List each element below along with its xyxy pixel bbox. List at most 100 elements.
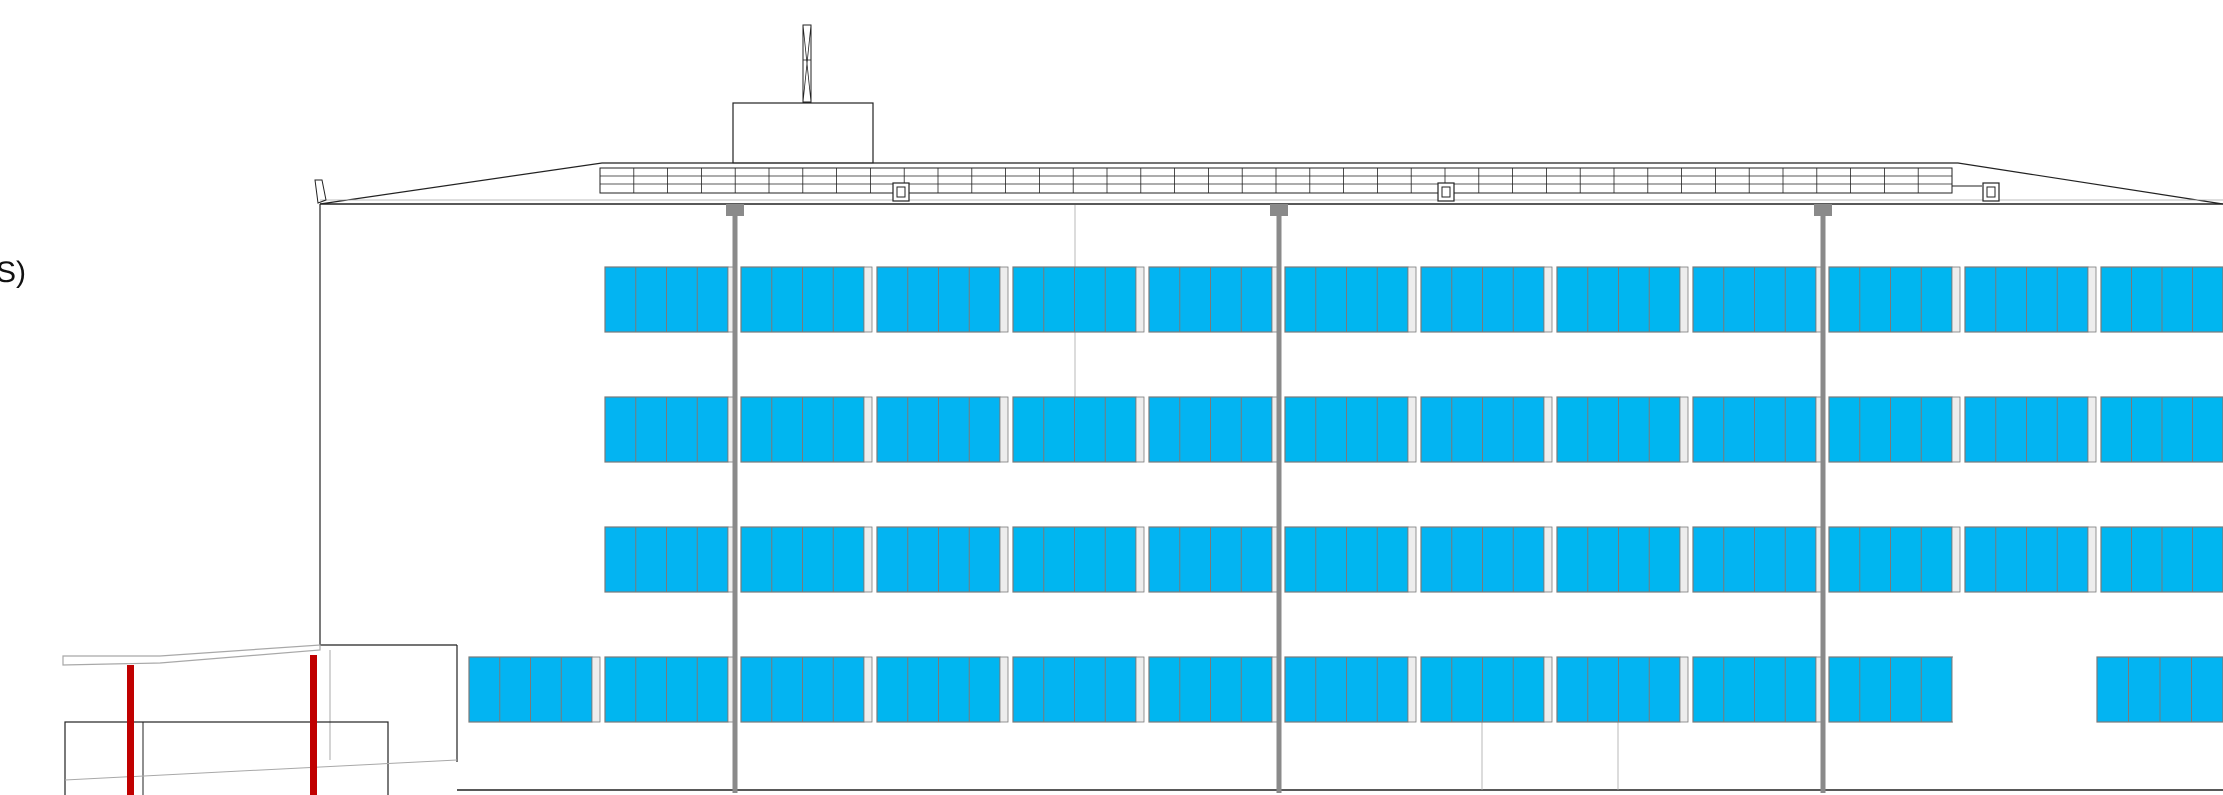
window <box>2100 526 2223 593</box>
downpipe <box>1814 204 1832 793</box>
roof-vent-box <box>1437 182 1455 202</box>
window <box>1148 526 1281 593</box>
window <box>1828 266 1961 333</box>
roof-mast <box>802 24 812 103</box>
roof-vent-box <box>1982 182 2000 202</box>
window <box>2100 396 2223 463</box>
window <box>1692 526 1825 593</box>
window <box>1692 396 1825 463</box>
window <box>1012 396 1145 463</box>
window <box>1964 396 2097 463</box>
roof-vent-inner <box>1441 186 1451 198</box>
window-pier <box>1407 396 1417 463</box>
canopy-column <box>127 665 134 795</box>
roof <box>314 162 2223 205</box>
window <box>604 266 737 333</box>
downpipe <box>1270 204 1288 793</box>
roof-railing <box>599 167 2000 202</box>
window <box>1148 656 1281 723</box>
window-pier <box>2087 266 2097 333</box>
window-pier <box>863 526 873 593</box>
window-pier <box>1679 656 1689 723</box>
window <box>740 266 873 333</box>
window-pier <box>1407 266 1417 333</box>
annex-box <box>64 721 389 795</box>
window-pier <box>999 266 1009 333</box>
roof-vent <box>1982 182 2000 202</box>
window <box>604 396 737 463</box>
roof-vent-box <box>892 182 910 202</box>
window-pier <box>1135 266 1145 333</box>
window <box>1556 396 1689 463</box>
window <box>604 656 737 723</box>
floor-1-blank-panel <box>1953 656 2096 724</box>
window-pier <box>1951 266 1961 333</box>
window-row-floor-4 <box>604 266 2223 333</box>
glazing <box>468 266 2223 724</box>
canopy-column <box>310 655 317 795</box>
window <box>1964 526 2097 593</box>
roof-plant-room <box>732 102 874 164</box>
mast-frame <box>802 24 812 103</box>
window-pier <box>1543 656 1553 723</box>
window-pier <box>1679 526 1689 593</box>
window-pier <box>1543 526 1553 593</box>
window <box>1284 396 1417 463</box>
window <box>740 396 873 463</box>
window-pier <box>863 396 873 463</box>
window <box>876 656 1009 723</box>
downpipe-pipe <box>732 210 738 793</box>
window <box>1012 656 1145 723</box>
window <box>604 526 737 593</box>
window-pier <box>1951 396 1961 463</box>
roof-vent-inner <box>896 186 906 198</box>
window-pier <box>1543 396 1553 463</box>
window <box>1556 526 1689 593</box>
window <box>1828 526 1961 593</box>
window-pier <box>2087 526 2097 593</box>
downpipes <box>726 204 1832 793</box>
window-pier <box>1135 656 1145 723</box>
annex-slope <box>64 759 458 781</box>
window <box>2100 266 2223 333</box>
window-row-floor-3 <box>604 396 2223 463</box>
window <box>468 656 601 723</box>
window <box>740 656 873 723</box>
window-row-floor-2 <box>604 526 2223 593</box>
downpipe-pipe <box>1820 210 1826 793</box>
window-row-floor-1 <box>468 656 2223 723</box>
window-pier <box>1135 396 1145 463</box>
window <box>1284 526 1417 593</box>
window-pier <box>1951 526 1961 593</box>
window <box>1012 526 1145 593</box>
window-pier <box>999 396 1009 463</box>
window <box>740 526 873 593</box>
window-pier <box>1679 396 1689 463</box>
window <box>1556 656 1689 723</box>
window <box>1964 266 2097 333</box>
window-pier <box>1135 526 1145 593</box>
window <box>2096 656 2223 723</box>
window <box>1420 526 1553 593</box>
window <box>1692 266 1825 333</box>
window <box>1828 656 1961 723</box>
window <box>1556 266 1689 333</box>
window <box>1420 396 1553 463</box>
downpipe-pipe <box>1276 210 1282 793</box>
window-pier <box>1407 526 1417 593</box>
roof-vent <box>1437 182 1455 202</box>
window <box>1148 396 1281 463</box>
window <box>1420 656 1553 723</box>
window <box>1284 656 1417 723</box>
window-pier <box>1679 266 1689 333</box>
window-pier <box>1543 266 1553 333</box>
window-pier <box>863 266 873 333</box>
window-pier <box>863 656 873 723</box>
downpipe <box>726 204 744 793</box>
roof-vent-inner <box>1986 186 1996 198</box>
window <box>876 526 1009 593</box>
window <box>1692 656 1825 723</box>
window-pier <box>999 656 1009 723</box>
